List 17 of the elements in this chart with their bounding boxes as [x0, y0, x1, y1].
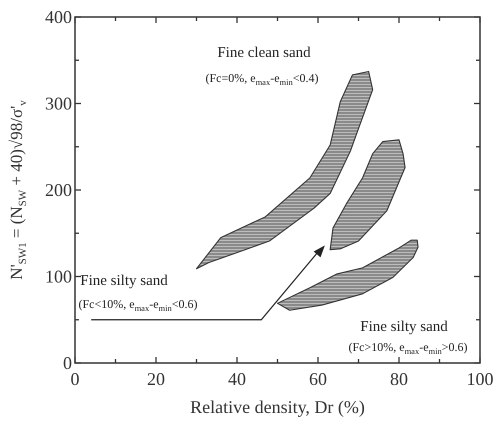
annotation: (Fc=0%, e$_{max}$-e$_{min}$<0.4) [205, 71, 319, 88]
y-tick-label: 200 [45, 180, 72, 200]
x-axis-title: Relative density, Dr (%) [190, 397, 365, 417]
x-tick-label: 80 [390, 369, 408, 389]
x-tick-label: 100 [466, 369, 494, 389]
x-tick-label: 40 [228, 369, 246, 389]
x-tick-label: 20 [147, 369, 165, 389]
annotation: (Fc>10%, e$_{max}$-e$_{min}$>0.6) [348, 340, 468, 356]
x-tick-label: 60 [309, 369, 327, 389]
annotation: (Fc<10%, e$_{max}$-e$_{min}$<0.6) [78, 297, 198, 314]
y-tick-label: 0 [63, 353, 72, 373]
annotation: Fine silty sand [360, 319, 448, 335]
y-tick-label: 400 [45, 7, 72, 27]
annotation: Fine clean sand [217, 45, 312, 61]
y-tick-label: 100 [45, 266, 72, 286]
annotation: Fine silty sand [80, 273, 168, 289]
y-tick-label: 300 [45, 94, 72, 114]
